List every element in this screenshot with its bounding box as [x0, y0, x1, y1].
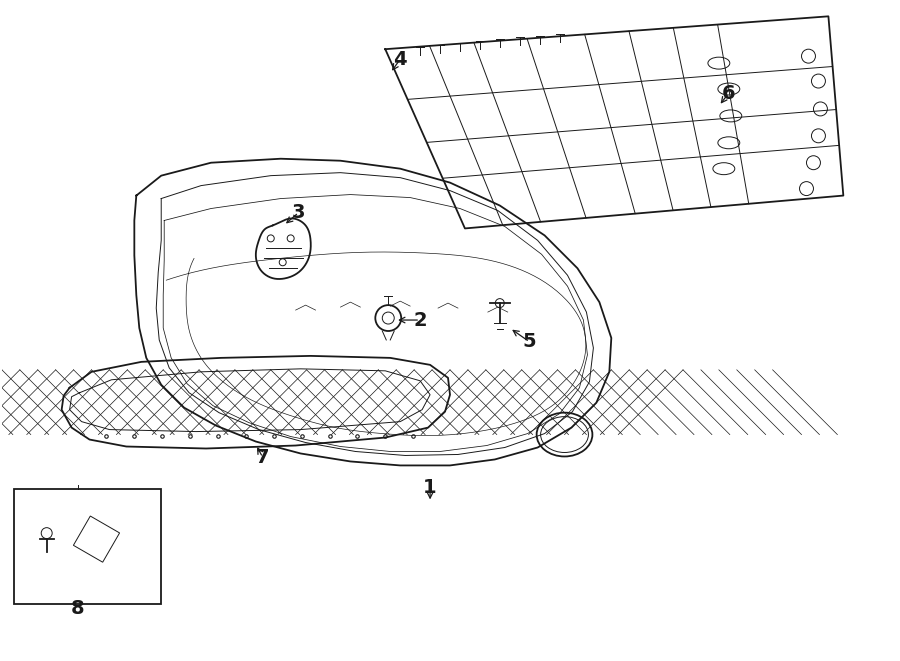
Text: 3: 3 — [292, 203, 305, 222]
Text: 4: 4 — [393, 50, 407, 69]
Bar — [14, 489, 161, 604]
Text: 7: 7 — [256, 448, 269, 467]
Text: 1: 1 — [423, 478, 436, 497]
Text: 8: 8 — [71, 600, 85, 618]
Text: 6: 6 — [722, 83, 735, 102]
Text: 5: 5 — [523, 332, 536, 352]
Text: 2: 2 — [413, 311, 427, 330]
